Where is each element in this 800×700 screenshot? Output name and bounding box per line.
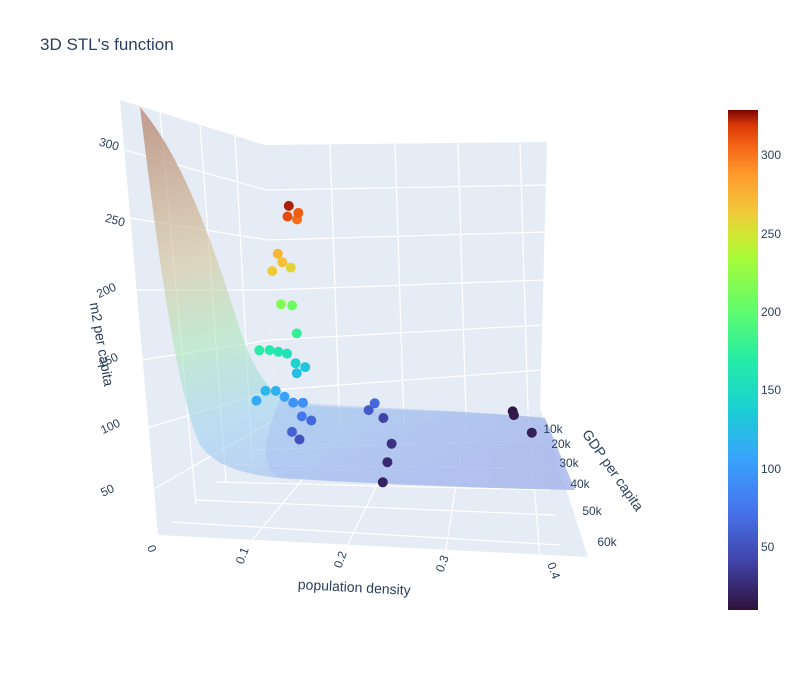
z-tick-label: 250 bbox=[104, 211, 127, 230]
colorbar-tick-label: 150 bbox=[761, 383, 781, 397]
scatter-point[interactable] bbox=[270, 385, 281, 396]
scatter-point[interactable] bbox=[267, 266, 278, 276]
scatter-point[interactable] bbox=[291, 368, 302, 379]
scatter-point[interactable] bbox=[264, 345, 275, 356]
scatter-point[interactable] bbox=[285, 262, 296, 273]
y-tick-label: 10k bbox=[543, 422, 563, 436]
scatter-point[interactable] bbox=[251, 395, 262, 406]
colorbar-tick-label: 200 bbox=[761, 305, 781, 319]
scatter-point[interactable] bbox=[293, 207, 304, 218]
scatter-point[interactable] bbox=[282, 211, 293, 222]
scatter-point[interactable] bbox=[283, 200, 294, 211]
x-axis-ticks: 0 0.1 0.2 0.3 0.4 bbox=[144, 543, 563, 581]
scatter-point[interactable] bbox=[290, 358, 301, 369]
scatter-point[interactable] bbox=[260, 385, 271, 396]
x-tick-label: 0.2 bbox=[331, 549, 350, 570]
scatter-point[interactable] bbox=[294, 434, 305, 445]
scatter-point[interactable] bbox=[291, 328, 302, 339]
z-axis-title: m2 per capita bbox=[87, 301, 118, 388]
scatter-points bbox=[251, 200, 537, 488]
colorbar-tick-label: 250 bbox=[761, 227, 781, 241]
z-axis-ticks: 50 100 150 200 250 300 bbox=[94, 135, 127, 500]
colorbar-tick-label: 50 bbox=[761, 540, 775, 554]
x-axis-title: population density bbox=[297, 576, 411, 598]
y-axis-ticks: 10k 20k 30k 40k 50k 60k bbox=[543, 422, 617, 549]
x-tick-label: 0 bbox=[144, 543, 160, 554]
scatter-point[interactable] bbox=[287, 300, 298, 311]
scatter-point[interactable] bbox=[300, 362, 311, 373]
colorbar-ticks: 50 100 150 200 250 300 bbox=[761, 148, 781, 554]
y-axis-title: GDP per capita bbox=[579, 426, 647, 514]
scatter-point[interactable] bbox=[272, 248, 283, 259]
surface-flat-region bbox=[265, 400, 575, 490]
scatter-point[interactable] bbox=[273, 346, 284, 357]
x-tick-label: 0.1 bbox=[233, 545, 252, 566]
scatter-point[interactable] bbox=[288, 397, 299, 408]
x-tick-label: 0.3 bbox=[433, 553, 452, 574]
scatter-point[interactable] bbox=[386, 438, 397, 449]
y-tick-label: 50k bbox=[582, 504, 602, 518]
scatter-point[interactable] bbox=[378, 413, 389, 423]
scatter-point[interactable] bbox=[306, 415, 317, 426]
scatter-point[interactable] bbox=[369, 398, 380, 409]
scatter-point[interactable] bbox=[276, 299, 286, 310]
fitted-surface bbox=[140, 107, 575, 490]
scatter-point[interactable] bbox=[382, 457, 393, 468]
colorbar bbox=[728, 110, 758, 610]
z-tick-label: 100 bbox=[98, 416, 122, 437]
back-wall bbox=[265, 142, 547, 440]
y-tick-label: 60k bbox=[597, 535, 617, 549]
scatter-point[interactable] bbox=[277, 257, 288, 268]
scatter-point[interactable] bbox=[279, 391, 290, 402]
scatter-point[interactable] bbox=[363, 405, 374, 416]
scatter-point[interactable] bbox=[282, 348, 292, 359]
y-tick-label: 40k bbox=[570, 477, 590, 491]
scatter-point[interactable] bbox=[296, 411, 307, 422]
scatter-point[interactable] bbox=[287, 426, 297, 437]
chart-title: 3D STL's function bbox=[40, 35, 174, 54]
colorbar-tick-label: 300 bbox=[761, 148, 781, 162]
z-tick-label: 50 bbox=[98, 481, 116, 499]
scatter-point[interactable] bbox=[377, 477, 388, 488]
x-tick-label: 0.4 bbox=[544, 560, 563, 581]
z-tick-label: 200 bbox=[94, 280, 118, 301]
scatter-point[interactable] bbox=[526, 427, 537, 438]
y-tick-label: 20k bbox=[551, 437, 571, 451]
scatter-point[interactable] bbox=[297, 397, 308, 408]
y-tick-label: 30k bbox=[559, 456, 579, 470]
colorbar-tick-label: 100 bbox=[761, 462, 781, 476]
scatter-point[interactable] bbox=[254, 345, 265, 356]
scatter-point[interactable] bbox=[508, 410, 519, 421]
z-tick-label: 300 bbox=[98, 135, 121, 154]
